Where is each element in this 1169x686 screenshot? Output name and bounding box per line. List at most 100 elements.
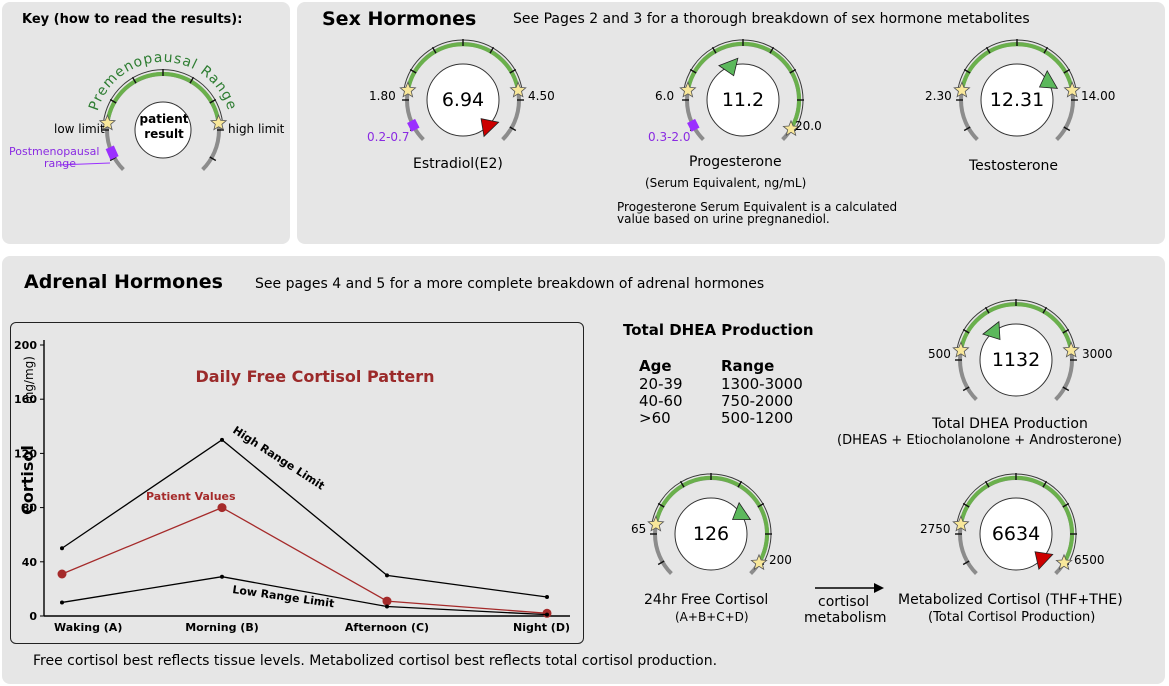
key-postmenopausal-range-label: range <box>44 157 76 170</box>
series-line <box>61 576 548 616</box>
free-cortisol-gauge-range-edge <box>651 473 772 566</box>
estradiol-gauge-tick <box>431 46 437 54</box>
estradiol-low: 1.80 <box>369 89 396 103</box>
key-gauge-postmenopausal-bar <box>105 145 119 160</box>
estradiol-gauge-high-limit-star <box>509 81 527 98</box>
key-title: Key (how to read the results): <box>22 12 243 27</box>
dhea-low: 500 <box>928 347 951 361</box>
testosterone-low: 2.30 <box>925 89 952 103</box>
metabolized-cortisol-gauge-low-limit-star <box>952 515 970 532</box>
range-header: Range <box>721 357 775 375</box>
free-cortisol-gauge-tick <box>679 480 685 488</box>
key-gauge-tick <box>109 98 117 104</box>
y-tick-label: 120 <box>14 447 37 460</box>
dhea-gauge-tick <box>962 328 970 334</box>
cortisol-metabolism-label-1: cortisol <box>818 594 870 610</box>
data-point <box>220 574 224 579</box>
metabolized-cortisol-gauge-tick <box>1062 502 1070 508</box>
metabolized-cortisol-value: 6634 <box>991 523 1041 545</box>
testosterone-gauge-result-marker <box>1038 69 1059 89</box>
free-cortisol-value: 126 <box>692 523 730 545</box>
free-cortisol-gauge-result-marker <box>731 501 752 521</box>
progesterone-gauge-low-limit-star <box>679 81 697 98</box>
dhea-gauge-tick <box>962 386 970 392</box>
estradiol-gauge-low-limit-star <box>399 81 417 98</box>
estradiol-gauge-tick <box>489 46 495 54</box>
free-cortisol-name: 24hr Free Cortisol <box>644 592 769 608</box>
key-gauge-center-circle <box>134 101 192 159</box>
metabolized-cortisol-gauge-range-edge <box>956 473 1077 566</box>
progesterone-gauge <box>679 39 804 142</box>
x-tick-label: Afternoon (C) <box>345 621 429 634</box>
estradiol-gauge-tick <box>509 68 517 74</box>
progesterone-gauge-tick <box>689 68 697 74</box>
series-line <box>61 439 548 598</box>
sex-hormones-subtitle: See Pages 2 and 3 for a thorough breakdo… <box>513 11 1030 27</box>
progesterone-gauge-postmenopausal-bar <box>687 118 700 132</box>
key-postmenopausal-label: Postmenopausal <box>9 145 100 158</box>
metabolized-cortisol-sub: (Total Cortisol Production) <box>928 610 1096 625</box>
age-row-2: 40-60 <box>639 392 683 410</box>
dhea-gauge-high-limit-star <box>1062 341 1080 358</box>
free-cortisol-sub: (A+B+C+D) <box>675 610 749 624</box>
age-row-3: >60 <box>639 409 671 427</box>
range-row-1: 1300-3000 <box>721 375 803 393</box>
progesterone-gauge-high-limit-star <box>782 119 800 137</box>
x-tick-label: Morning (B) <box>185 621 259 634</box>
key-low-limit-label: low limit <box>54 122 105 136</box>
estradiol-high: 4.50 <box>528 89 555 103</box>
free-cortisol-high: 200 <box>769 553 792 567</box>
testosterone-gauge-tick <box>1043 46 1049 54</box>
estradiol-gauge-tick <box>509 126 517 132</box>
metabolized-cortisol-gauge-result-marker <box>1034 551 1054 571</box>
estradiol-gauge <box>399 39 527 142</box>
testosterone-value: 12.31 <box>989 89 1045 111</box>
estradiol-name: Estradiol(E2) <box>413 156 503 172</box>
metabolism-arrow-head <box>874 583 884 593</box>
adrenal-footer: Free cortisol best reflects tissue level… <box>33 653 718 669</box>
free-cortisol-gauge-normal-range-arc <box>653 475 770 564</box>
testosterone-gauge-tick <box>963 126 971 132</box>
progesterone-high: 20.0 <box>795 119 822 133</box>
data-point <box>60 600 64 605</box>
data-point <box>382 596 392 606</box>
sex-hormones-title: Sex Hormones <box>322 8 477 30</box>
dhea-table-heading: Total DHEA Production <box>623 321 814 339</box>
key-gauge <box>98 69 228 172</box>
data-point <box>545 612 549 617</box>
free-cortisol-gauge-tick <box>737 480 743 488</box>
key-gauge-tick <box>209 98 217 104</box>
progesterone-low: 6.0 <box>655 89 675 103</box>
testosterone-high: 14.00 <box>1081 89 1116 103</box>
y-tick-label: 80 <box>22 502 38 515</box>
progesterone-gauge-tick <box>789 68 797 74</box>
free-cortisol-gauge-tick <box>657 560 665 566</box>
data-point <box>385 604 389 609</box>
progesterone-value: 11.2 <box>721 89 765 111</box>
progesterone-gauge-normal-range-arc <box>685 41 802 130</box>
data-point <box>220 437 224 442</box>
y-axis-unit: (ng/mg) <box>22 356 36 404</box>
testosterone-gauge-center-circle <box>980 63 1054 137</box>
adrenal-hormones-title: Adrenal Hormones <box>24 271 223 293</box>
y-tick-label: 200 <box>14 339 37 352</box>
progesterone-unit: (Serum Equivalent, ng/mL) <box>645 176 807 190</box>
progesterone-gauge-tick <box>711 46 717 54</box>
free-cortisol-gauge-low-limit-star <box>647 515 665 532</box>
data-point <box>545 595 549 600</box>
progesterone-gauge-tick <box>769 46 775 54</box>
dhea-gauge-result-marker <box>982 320 1001 341</box>
data-point <box>60 546 64 551</box>
range-row-3: 500-1200 <box>721 409 794 427</box>
x-tick-label: Night (D) <box>513 621 570 634</box>
metabolized-cortisol-gauge-tick <box>962 502 970 508</box>
dhea-gauge-low-limit-star <box>952 341 970 358</box>
testosterone-gauge-high-limit-star <box>1063 81 1081 98</box>
metabolized-cortisol-gauge-tick <box>984 480 990 488</box>
adrenal-hormones-subtitle: See pages 4 and 5 for a more complete br… <box>255 276 765 292</box>
key-result-label: result <box>144 127 184 141</box>
age-row-1: 20-39 <box>639 375 683 393</box>
data-point <box>57 569 67 579</box>
estradiol-value: 6.94 <box>441 89 485 111</box>
